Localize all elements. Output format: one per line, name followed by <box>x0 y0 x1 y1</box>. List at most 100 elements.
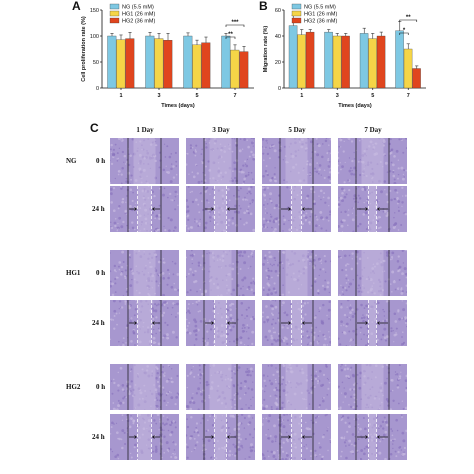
x-tick-label: 1 <box>300 93 303 99</box>
arrow <box>129 321 138 325</box>
significance-bracket <box>399 32 409 35</box>
bar <box>163 40 173 89</box>
time-label: 0 h <box>96 383 106 391</box>
group-label: HG1 <box>66 269 81 277</box>
significance-label: *** <box>231 20 239 26</box>
wound-gap <box>137 300 152 346</box>
scratch-image <box>186 138 255 184</box>
significance-bracket <box>225 24 245 27</box>
wound-gap <box>291 186 302 232</box>
scratch-image <box>186 364 255 410</box>
scratch-image <box>262 186 331 232</box>
wound-gap <box>285 364 308 410</box>
bar <box>183 35 193 89</box>
arrow <box>226 435 236 439</box>
significance-bracket <box>399 19 418 22</box>
significance-label: ** <box>406 15 411 21</box>
scratch-image <box>186 300 255 346</box>
arrow <box>129 207 138 211</box>
x-tick-label: 3 <box>336 93 339 99</box>
scratch-image <box>262 138 331 184</box>
scratch-image <box>262 250 331 296</box>
scratch-image <box>338 138 407 184</box>
group-label: NG <box>66 157 77 165</box>
x-tick-label: 1 <box>119 93 122 99</box>
wound-gap <box>361 250 384 296</box>
arrow <box>281 321 292 325</box>
arrow <box>281 207 292 211</box>
time-label: 24 h <box>92 319 105 327</box>
bar <box>403 48 413 89</box>
x-tick-label: 5 <box>371 93 374 99</box>
x-tick-label: 7 <box>233 93 236 99</box>
time-label: 24 h <box>92 433 105 441</box>
y-tick-label: 60 <box>275 8 281 14</box>
x-axis-label: Times (days) <box>338 103 372 109</box>
arrow <box>151 435 160 439</box>
legend-label: HG1 (26 mM) <box>122 12 155 18</box>
bar <box>324 31 333 89</box>
arrow <box>129 435 138 439</box>
scratch-image <box>186 414 255 460</box>
significance-bracket <box>225 36 236 39</box>
arrow <box>205 435 215 439</box>
arrow <box>151 321 160 325</box>
group-label: HG2 <box>66 383 81 391</box>
y-tick-label: 100 <box>90 34 99 40</box>
time-label: 24 h <box>92 205 105 213</box>
bar <box>376 35 386 89</box>
bar <box>116 39 126 89</box>
column-header: 3 Day <box>212 126 230 134</box>
y-axis-label: Cell proliferation rate (%) <box>81 16 87 82</box>
legend-label: HG2 (36 mM) <box>304 19 337 25</box>
bar <box>154 38 164 89</box>
arrow <box>226 321 236 325</box>
arrow <box>205 207 215 211</box>
x-tick-label: 5 <box>195 93 198 99</box>
wound-gap <box>214 414 227 460</box>
legend-swatch <box>109 17 120 24</box>
scratch-image <box>110 186 179 232</box>
scratch-image <box>262 364 331 410</box>
bar <box>192 44 202 89</box>
wound-gap <box>285 250 308 296</box>
scratch-image <box>110 414 179 460</box>
y-tick-label: 150 <box>90 8 99 14</box>
bar <box>230 49 240 89</box>
scratch-image <box>110 250 179 296</box>
wound-gap <box>214 300 227 346</box>
panel-c-letter: C <box>90 121 99 135</box>
scratch-image <box>338 364 407 410</box>
bar <box>395 30 404 89</box>
y-tick-label: 0 <box>96 86 99 92</box>
significance-label: * <box>403 28 406 34</box>
arrow <box>357 435 369 439</box>
arrow <box>376 207 388 211</box>
scratch-image <box>110 300 179 346</box>
y-tick-label: 20 <box>275 60 281 66</box>
scratch-image <box>338 300 407 346</box>
wound-gap <box>368 186 377 232</box>
x-tick-label: 7 <box>407 93 410 99</box>
arrow <box>226 207 236 211</box>
arrow <box>357 321 369 325</box>
arrow <box>301 435 312 439</box>
bar <box>107 35 117 89</box>
bar <box>239 51 249 89</box>
legend-swatch <box>291 3 302 10</box>
time-label: 0 h <box>96 269 106 277</box>
scratch-image <box>186 250 255 296</box>
arrow <box>301 207 312 211</box>
significance-label: ** <box>228 32 233 38</box>
bar <box>125 38 135 89</box>
wound-gap <box>368 300 377 346</box>
chart-b: 0 20 40 60 Migration rate (%) Times (days) 1 3 5… <box>263 3 426 109</box>
wound-gap <box>361 138 384 184</box>
scratch-image <box>110 364 179 410</box>
wound-gap <box>291 414 302 460</box>
wound-gap <box>361 364 384 410</box>
wound-gap <box>291 300 302 346</box>
scratch-image <box>186 186 255 232</box>
wound-gap <box>209 250 232 296</box>
arrow <box>357 207 369 211</box>
